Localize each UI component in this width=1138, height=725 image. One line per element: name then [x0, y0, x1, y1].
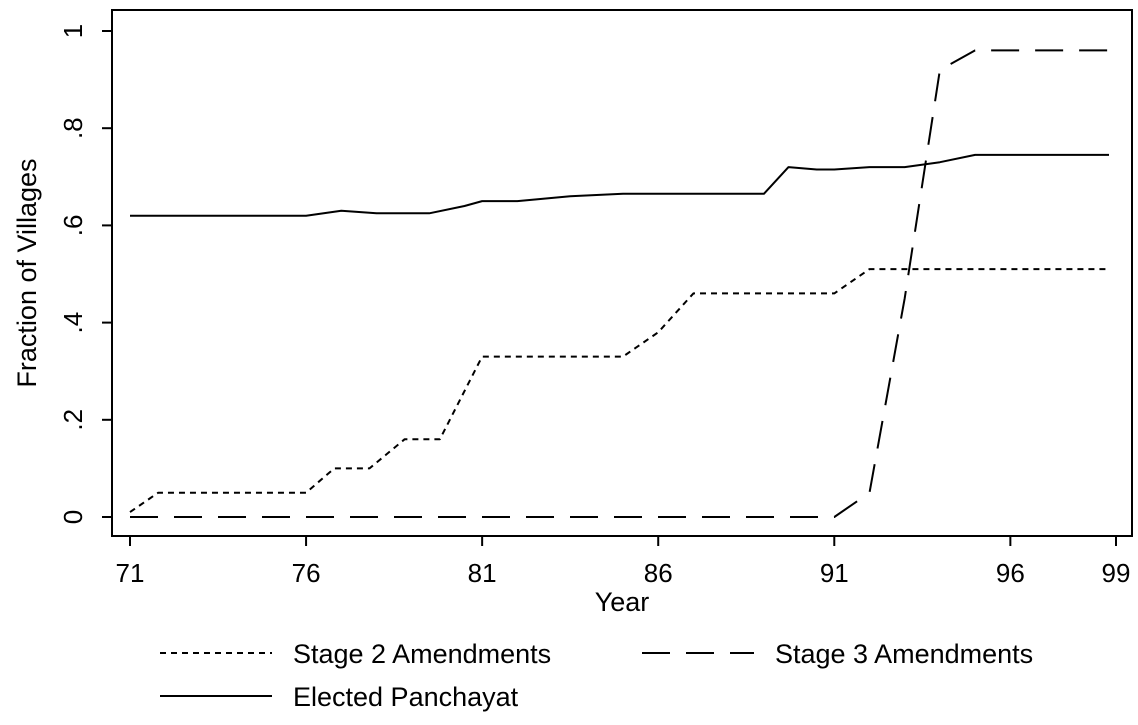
y-tick-label: .8 [58, 117, 88, 139]
x-tick-label: 86 [644, 558, 673, 588]
x-tick-label: 99 [1102, 558, 1131, 588]
y-tick-label: .2 [58, 409, 88, 431]
x-tick-label: 76 [292, 558, 321, 588]
x-tick-label: 81 [468, 558, 497, 588]
legend-label: Stage 2 Amendments [293, 639, 551, 669]
series-line-elected-panchayat [130, 153, 1109, 217]
y-tick-label: 0 [58, 510, 88, 524]
x-tick-label: 96 [996, 558, 1025, 588]
legend-label: Stage 3 Amendments [775, 639, 1033, 669]
y-tick-label: .6 [58, 215, 88, 237]
legend: Stage 2 Amendments Stage 3 Amendments Elec… [160, 639, 1033, 712]
x-axis-ticks: 71 76 81 86 91 96 99 [116, 536, 1131, 588]
legend-label: Elected Panchayat [293, 682, 519, 712]
x-tick-label: 91 [820, 558, 849, 588]
series-layer [129, 49, 1109, 518]
x-tick-label: 71 [116, 558, 145, 588]
series-line-stage-3-amendments [130, 49, 1109, 518]
y-tick-label: .4 [58, 312, 88, 334]
x-axis-label: Year [595, 587, 650, 617]
y-tick-label: 1 [58, 24, 88, 38]
y-axis-ticks: 0 .2 .4 .6 .8 1 [58, 24, 112, 524]
series-line-stage-2-amendments [129, 268, 1109, 513]
plot-area-border [111, 9, 1133, 537]
y-axis-label: Fraction of Villages [12, 158, 42, 387]
